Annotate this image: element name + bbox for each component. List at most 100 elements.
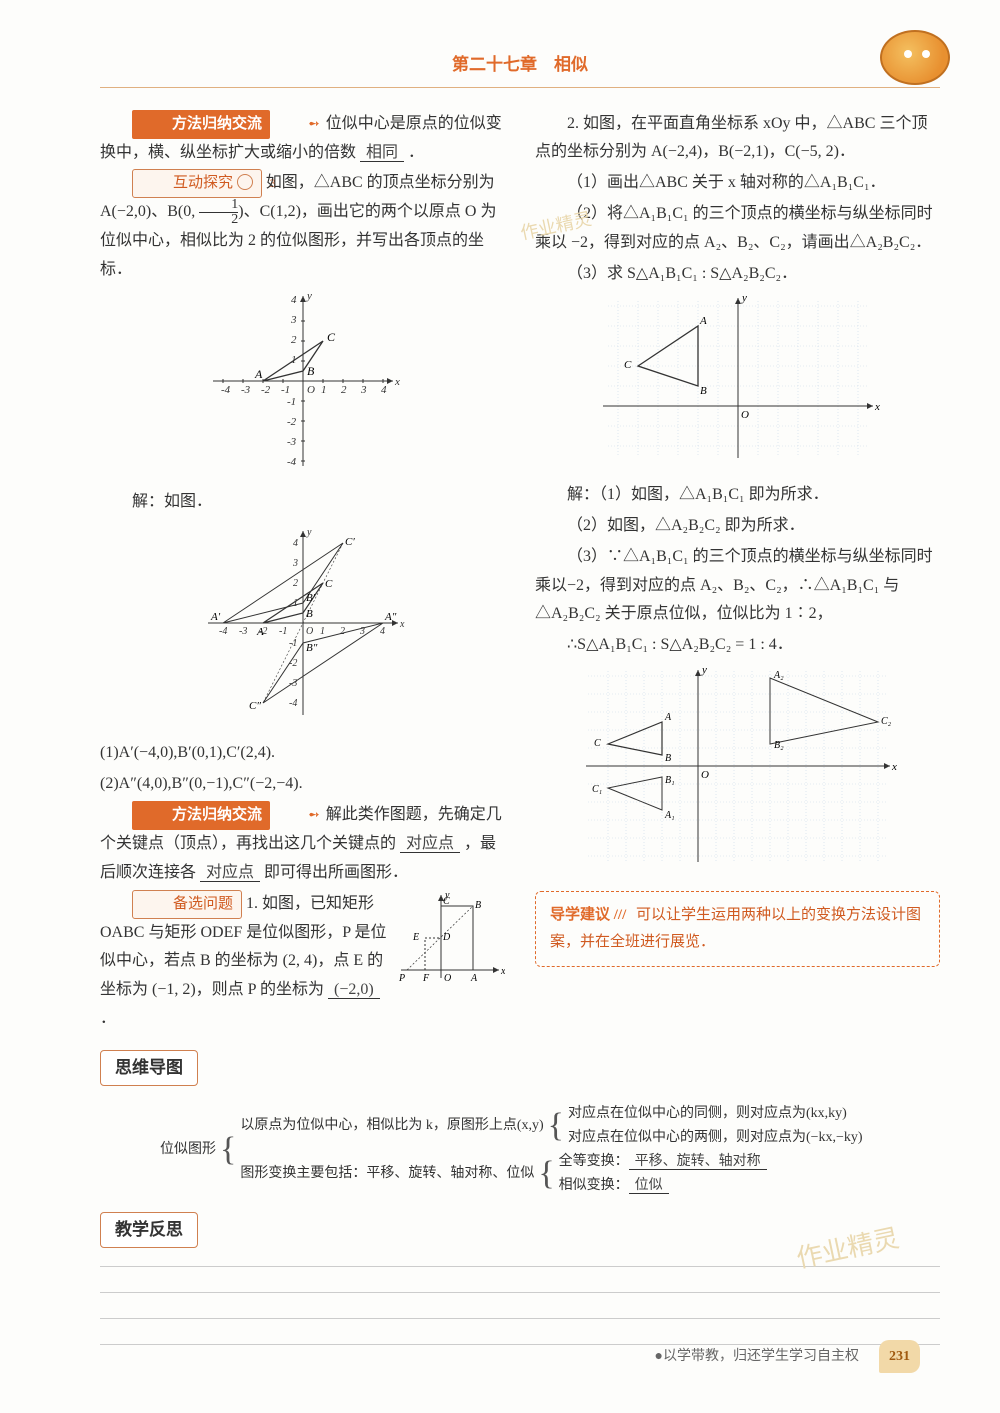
svg-text:-3: -3: [239, 626, 247, 637]
svg-text:C: C: [624, 359, 632, 371]
mindmap-root: 位似图形: [160, 1138, 216, 1162]
q2-part2: （2）将△A₁B₁C₁ 的三个顶点的横坐标与纵坐标同时乘以 −2，得到对应的点 …: [535, 200, 940, 258]
optional-question-1: xy P F O A E D C B 备选问题: [100, 890, 505, 1036]
svg-text:A: A: [254, 367, 263, 381]
svg-text:4: 4: [380, 626, 385, 637]
explore-num: 3: [237, 174, 253, 190]
svg-text:x: x: [500, 966, 505, 977]
svg-text:A″: A″: [384, 611, 397, 623]
svg-text:A: A: [256, 626, 264, 638]
arrow-icon: ➻: [276, 112, 320, 137]
mindmap-b1: 以原点为位似中心，相似比为 k，原图形上点(x,y): [240, 1114, 543, 1138]
svg-text:O: O: [306, 626, 313, 637]
mindmap-b1a: 对应点在位似中心的同侧，则对应点为(kx,ky): [568, 1102, 863, 1126]
mindmap-b2a: 全等变换：平移、旋转、轴对称: [559, 1150, 767, 1174]
explore-problem: 互动探究 3 如图，△ABC 的顶点坐标分别为 A(−2,0)、B(0, 12)…: [100, 169, 505, 285]
svg-text:E: E: [412, 932, 419, 943]
brace-icon: {: [220, 1133, 236, 1167]
sol2-1: 解：（1）如图，△A₁B₁C₁ 即为所求．: [535, 481, 940, 510]
svg-text:-1: -1: [279, 626, 287, 637]
svg-text:x: x: [399, 619, 405, 630]
svg-text:-4: -4: [287, 456, 297, 468]
svg-text:3: 3: [360, 384, 367, 396]
svg-text:y: y: [741, 294, 747, 304]
brace-icon: {: [538, 1157, 554, 1191]
page-number: 231: [879, 1340, 920, 1373]
chapter-header: 第二十七章 相似: [100, 50, 940, 88]
svg-text:-2: -2: [287, 416, 297, 428]
solution-label-1: 解：如图．: [100, 488, 505, 517]
svg-text:C″: C″: [249, 700, 261, 712]
arrow-icon: ➻: [276, 803, 320, 828]
svg-text:P: P: [398, 973, 405, 984]
method-tag-2: 方法归纳交流: [132, 801, 270, 830]
svg-text:C′: C′: [345, 536, 355, 548]
method-tag: 方法归纳交流: [132, 110, 270, 139]
suggestion-label: 导学建议 ///: [550, 907, 630, 923]
figure-4: xy O ABC A₁B₁C₁ A₂B₂C₂: [535, 666, 940, 877]
svg-text:-3: -3: [241, 384, 251, 396]
svg-text:A: A: [470, 973, 478, 984]
figure-small: xy P F O A E D C B: [395, 890, 505, 1001]
svg-text:C: C: [327, 330, 336, 344]
method1-blank: 相同: [360, 144, 404, 162]
method-summary-1: 方法归纳交流 ➻ 位似中心是原点的位似变换中，横、纵坐标扩大或缩小的倍数 相同 …: [100, 110, 505, 168]
svg-text:B: B: [475, 900, 481, 911]
mindmap-tab: 思维导图: [100, 1050, 198, 1087]
svg-text:y: y: [306, 527, 312, 538]
method1-text-b: ．: [408, 144, 424, 161]
svg-text:4: 4: [293, 538, 298, 549]
reflection-tab: 教学反思: [100, 1212, 198, 1249]
svg-text:A: A: [699, 315, 707, 327]
mindmap-b1b: 对应点在位似中心的两侧，则对应点为(−kx,−ky): [568, 1126, 863, 1150]
svg-text:B₁: B₁: [665, 775, 675, 786]
svg-text:-1: -1: [289, 638, 297, 649]
q1-blank: (−2,0): [328, 981, 380, 999]
method2-text-c: 即可得出所画图形．: [264, 864, 408, 881]
svg-text:2: 2: [341, 384, 347, 396]
svg-text:O: O: [701, 769, 709, 781]
svg-text:-3: -3: [289, 678, 297, 689]
q2-part1: （1）画出△ABC 关于 x 轴对称的△A₁B₁C₁．: [535, 169, 940, 198]
svg-text:F: F: [422, 973, 430, 984]
q2-part3: （3）求 S△A₁B₁C₁ : S△A₂B₂C₂．: [535, 260, 940, 289]
svg-text:x: x: [891, 761, 897, 773]
beixuan-tag: 备选问题: [132, 890, 242, 919]
mindmap: 位似图形 { 以原点为位似中心，相似比为 k，原图形上点(x,y) { 对应点在…: [160, 1102, 940, 1197]
page-footer: ●以学带教，归还学生学习自主权 231: [655, 1340, 920, 1373]
svg-text:O: O: [741, 409, 749, 421]
explore-tag: 互动探究 3: [132, 169, 262, 198]
svg-text:B: B: [700, 385, 707, 397]
svg-text:B′: B′: [306, 592, 316, 604]
svg-text:x: x: [394, 376, 400, 388]
sol2-3a: （3）∵△A₁B₁C₁ 的三个顶点的横坐标与纵坐标同时乘以−2，得到对应的点 A…: [535, 543, 940, 629]
brace-icon: {: [548, 1109, 564, 1143]
svg-text:-4: -4: [219, 626, 227, 637]
svg-text:3: 3: [290, 314, 297, 326]
svg-text:B: B: [307, 364, 315, 378]
svg-text:C₂: C₂: [881, 716, 892, 727]
q1-text-b: ．: [100, 1010, 116, 1027]
answer-1: (1)A′(−4,0),B′(0,1),C′(2,4).: [100, 739, 505, 768]
svg-text:C: C: [443, 896, 450, 907]
svg-text:3: 3: [292, 558, 298, 569]
svg-text:-3: -3: [287, 436, 297, 448]
right-column: 2. 如图，在平面直角坐标系 xOy 中，△ABC 三个顶点的坐标分别为 A(−…: [535, 108, 940, 1036]
svg-text:O: O: [444, 973, 451, 984]
mindmap-b2b: 相似变换：位似: [559, 1174, 767, 1198]
svg-text:-1: -1: [287, 396, 296, 408]
sol2-3b: ∴S△A₁B₁C₁ : S△A₂B₂C₂ = 1 : 4．: [535, 631, 940, 660]
svg-text:A′: A′: [210, 611, 221, 623]
svg-text:D: D: [442, 932, 451, 943]
svg-text:2: 2: [340, 626, 345, 637]
main-two-column: 方法归纳交流 ➻ 位似中心是原点的位似变换中，横、纵坐标扩大或缩小的倍数 相同 …: [100, 108, 940, 1036]
svg-text:C: C: [325, 578, 333, 590]
left-column: 方法归纳交流 ➻ 位似中心是原点的位似变换中，横、纵坐标扩大或缩小的倍数 相同 …: [100, 108, 505, 1036]
svg-text:O: O: [307, 384, 315, 396]
reflection-lines: [100, 1266, 940, 1345]
svg-text:y: y: [701, 666, 707, 676]
svg-text:2: 2: [291, 334, 297, 346]
svg-text:1: 1: [320, 626, 325, 637]
svg-text:4: 4: [381, 384, 387, 396]
svg-text:A₁: A₁: [664, 810, 675, 821]
